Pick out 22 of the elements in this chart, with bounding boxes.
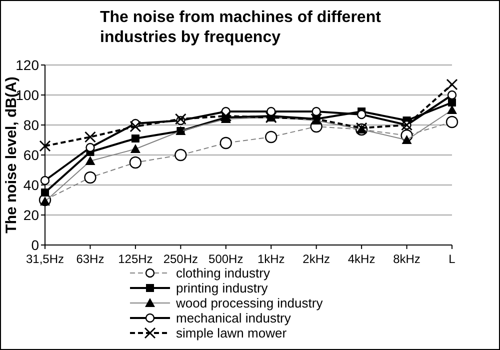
x-tick-label: 31,5Hz bbox=[26, 252, 64, 266]
y-tick-label: 0 bbox=[31, 236, 40, 253]
chart-title: The noise from machines of different industries by frequency bbox=[100, 9, 382, 46]
legend-label: wood processing industry bbox=[175, 296, 324, 311]
x-tick-label: 4kHz bbox=[348, 252, 376, 266]
y-tick-label: 80 bbox=[23, 116, 40, 133]
x-tick-label: 8kHz bbox=[393, 252, 420, 266]
y-tick-label: 60 bbox=[23, 146, 40, 163]
x-tick-label: 63Hz bbox=[76, 252, 104, 266]
x-tick-label: 250Hz bbox=[163, 252, 198, 266]
y-tick-label: 40 bbox=[23, 176, 40, 193]
y-tick-label: 120 bbox=[16, 56, 40, 73]
x-tick-label: 1kHz bbox=[257, 252, 285, 266]
y-tick-label: 20 bbox=[23, 206, 40, 223]
x-tick-label: 2kHz bbox=[302, 252, 330, 266]
legend-label: printing industry bbox=[176, 280, 268, 296]
legend-label: simple lawn mower bbox=[176, 326, 288, 341]
legend-label: clothing industry bbox=[176, 266, 270, 281]
x-tick-label: 500Hz bbox=[208, 252, 244, 266]
x-tick-label: 125Hz bbox=[118, 252, 153, 266]
legend-label: mechanical industry bbox=[176, 310, 292, 326]
x-tick-label: L bbox=[448, 252, 456, 266]
